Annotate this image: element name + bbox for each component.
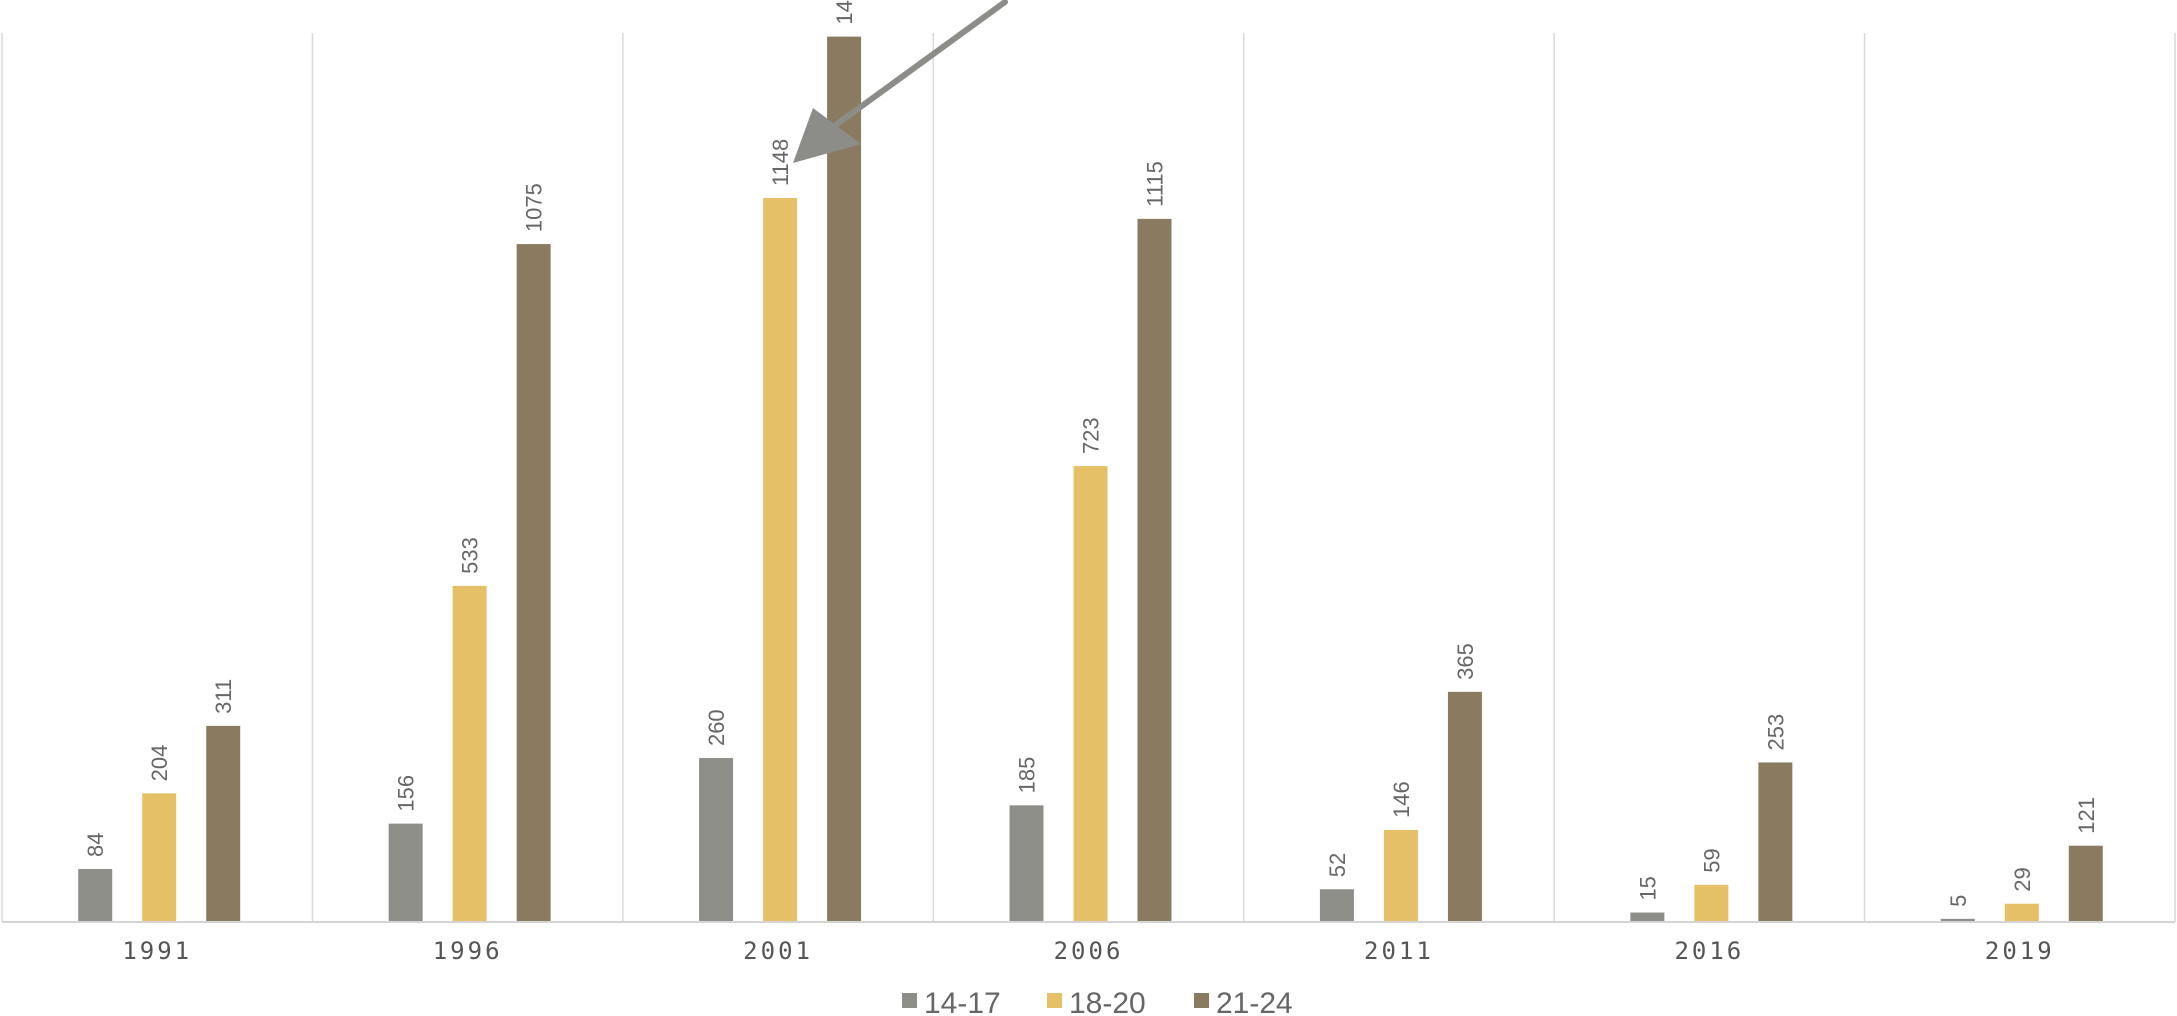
data-label: 185 xyxy=(1015,757,1040,794)
legend-swatch-14-17 xyxy=(902,993,917,1008)
data-labels-group: 84 204 311 156 533 1075 260 1148 1404 185 723 1115 5… xyxy=(83,0,2099,907)
bar-14-17-2019 xyxy=(1940,918,1975,922)
data-label: 1115 xyxy=(1143,161,1168,207)
data-label: 29 xyxy=(2010,867,2035,891)
data-label: 311 xyxy=(211,679,236,714)
data-label: 84 xyxy=(83,833,108,857)
x-tick-label: 2016 xyxy=(1674,937,1744,965)
bar-21-24-2019 xyxy=(2068,845,2103,922)
arrow-shaft xyxy=(812,0,1008,143)
arrow-head xyxy=(793,108,861,163)
legend-swatch-18-20 xyxy=(1047,993,1062,1008)
x-tick-label: 1991 xyxy=(122,937,192,965)
x-tick-labels: 1991 1996 2001 2006 2011 2016 2019 xyxy=(122,937,2055,965)
x-tick-label: 2006 xyxy=(1054,937,1124,965)
bar-18-20-1991 xyxy=(142,793,177,922)
data-label: 723 xyxy=(1079,417,1104,454)
bar-14-17-2011 xyxy=(1319,889,1354,922)
data-label: 121 xyxy=(2074,797,2099,834)
bar-14-17-2001 xyxy=(699,758,734,922)
data-label: 1148 xyxy=(768,139,793,186)
bar-21-24-1996 xyxy=(516,244,551,922)
bar-21-24-2001 xyxy=(827,36,862,923)
x-tick-label: 2001 xyxy=(743,937,813,965)
bar-18-20-2001 xyxy=(763,198,798,923)
bar-21-24-1991 xyxy=(206,725,241,922)
bar-18-20-2006 xyxy=(1073,466,1108,922)
legend-label: 21-24 xyxy=(1216,987,1293,1016)
data-label: 146 xyxy=(1389,781,1414,818)
data-label: 156 xyxy=(394,775,419,812)
legend-swatch-21-24 xyxy=(1194,993,1209,1008)
bar-14-17-1991 xyxy=(78,869,113,922)
data-label: 533 xyxy=(458,537,483,574)
legend: 14-17 18-20 21-24 xyxy=(902,987,1293,1016)
x-tick-label: 2019 xyxy=(1985,937,2055,965)
data-label: 253 xyxy=(1763,714,1788,751)
bar-21-24-2016 xyxy=(1758,762,1793,922)
x-tick-label: 2011 xyxy=(1364,937,1434,965)
legend-label: 14-17 xyxy=(924,987,1001,1016)
bar-21-24-2011 xyxy=(1447,691,1482,922)
data-label: 365 xyxy=(1453,643,1478,680)
bar-18-20-2019 xyxy=(2004,903,2039,922)
bars-group xyxy=(78,36,2103,923)
bar-18-20-2011 xyxy=(1383,829,1418,922)
bar-14-17-1996 xyxy=(388,823,423,922)
x-tick-label: 1996 xyxy=(433,937,503,965)
data-label: 5 xyxy=(1946,895,1971,907)
annotation-arrow xyxy=(793,0,1008,163)
data-label: 1075 xyxy=(522,183,547,232)
data-label: 260 xyxy=(704,709,729,746)
bar-18-20-1996 xyxy=(452,585,487,922)
bar-21-24-2006 xyxy=(1137,218,1172,922)
data-label: 204 xyxy=(147,745,172,782)
data-label: 52 xyxy=(1325,853,1350,877)
data-label: 1404 xyxy=(832,0,857,25)
bar-18-20-2016 xyxy=(1694,884,1729,922)
data-label: 15 xyxy=(1635,876,1660,900)
bar-14-17-2016 xyxy=(1630,912,1665,922)
data-label: 59 xyxy=(1699,848,1724,872)
legend-label: 18-20 xyxy=(1069,987,1146,1016)
category-gridlines xyxy=(1,33,2176,922)
bar-14-17-2006 xyxy=(1009,805,1044,922)
